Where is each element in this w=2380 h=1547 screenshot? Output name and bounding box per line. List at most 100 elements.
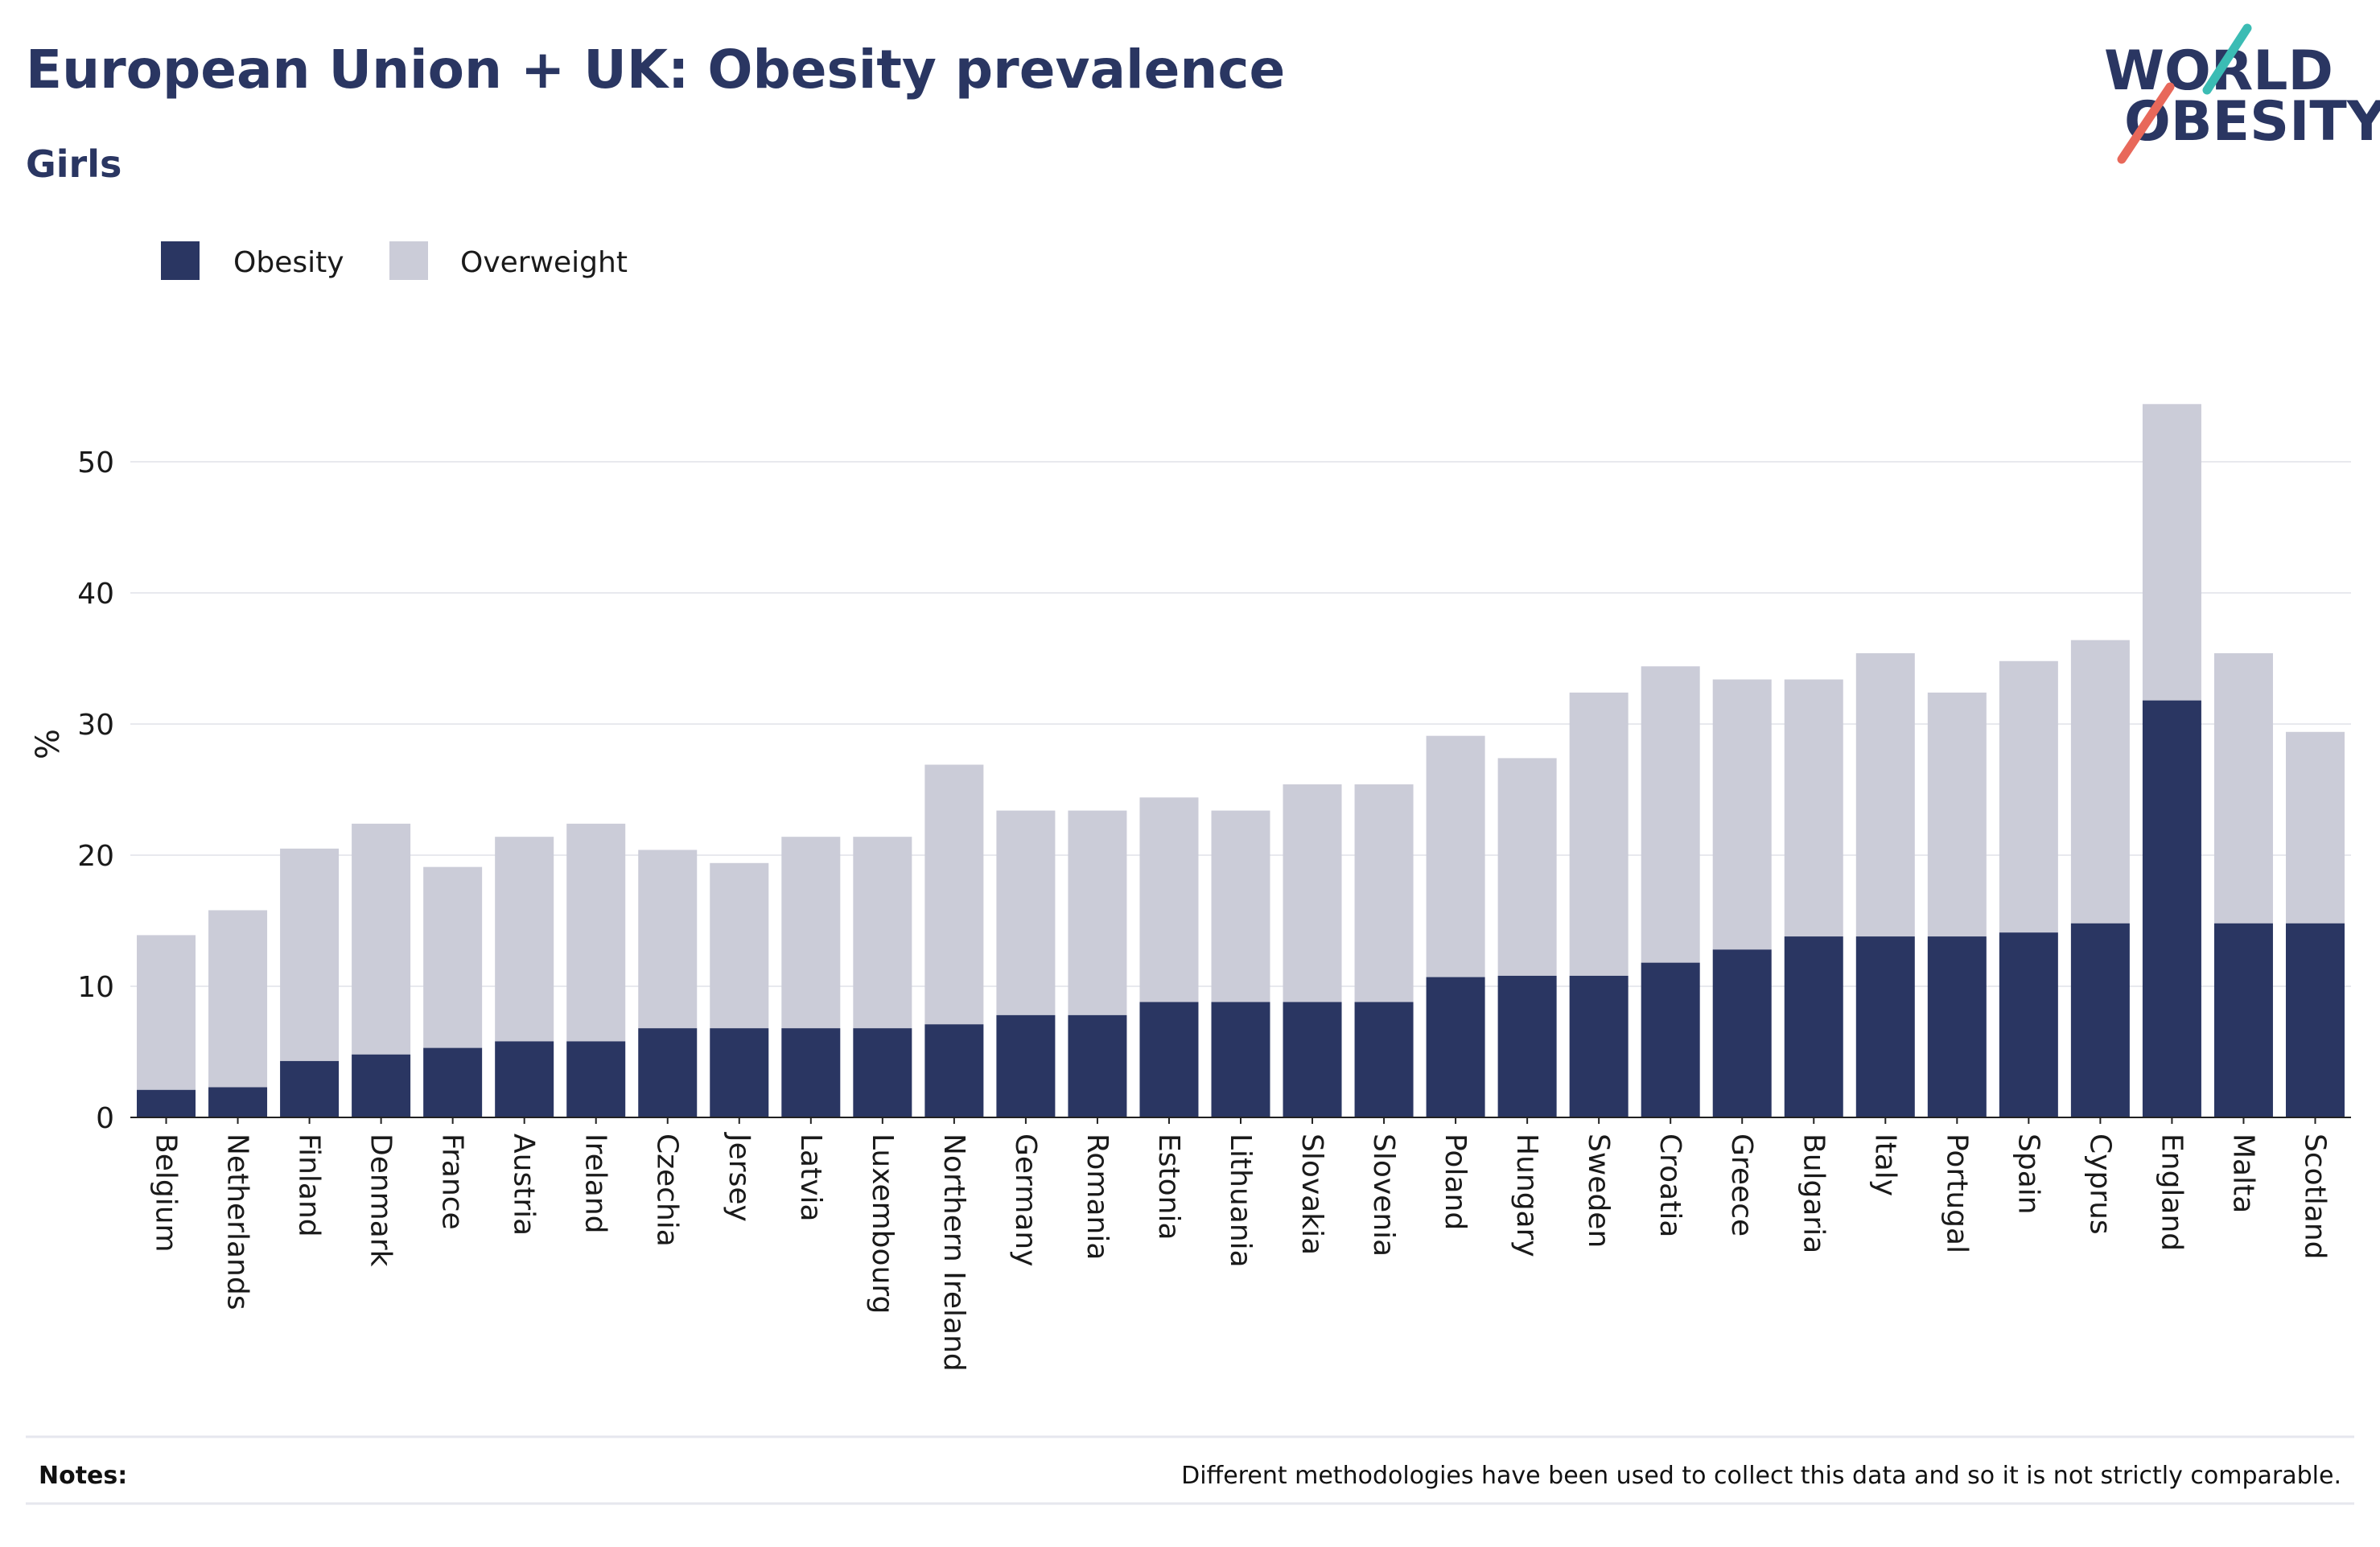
bar-overweight-czechia xyxy=(638,850,698,1029)
x-tick-label: Northern Ireland xyxy=(937,1134,970,1372)
bar-obesity-england xyxy=(2142,700,2201,1117)
bar-obesity-czechia xyxy=(638,1028,698,1117)
bar-obesity-slovenia xyxy=(1354,1002,1414,1117)
notes-text: Different methodologies have been used t… xyxy=(1181,1462,2341,1490)
bar-obesity-finland xyxy=(280,1060,340,1117)
bar-obesity-belgium xyxy=(137,1089,196,1117)
x-tick-label: Austria xyxy=(508,1134,541,1236)
bar-overweight-scotland xyxy=(2285,731,2345,924)
x-tick-label: Slovakia xyxy=(1295,1134,1328,1255)
x-tick-label: Italy xyxy=(1868,1134,1901,1196)
x-tick-label: Luxembourg xyxy=(866,1134,899,1314)
bar-obesity-croatia xyxy=(1641,962,1700,1117)
bar-obesity-latvia xyxy=(781,1028,841,1117)
x-tick-label: Belgium xyxy=(150,1134,183,1253)
bar-obesity-estonia xyxy=(1139,1002,1199,1117)
bar-obesity-jersey xyxy=(710,1028,769,1117)
x-tick-label: Spain xyxy=(2011,1134,2044,1215)
x-tick-label: Czechia xyxy=(651,1134,684,1247)
bar-obesity-portugal xyxy=(1927,936,1987,1117)
x-tick-label: Denmark xyxy=(364,1134,397,1267)
bar-overweight-greece xyxy=(1712,679,1772,950)
x-tick-label: Portugal xyxy=(1940,1134,1973,1253)
bar-overweight-luxembourg xyxy=(853,837,912,1029)
bar-overweight-finland xyxy=(280,848,340,1061)
x-tick-label: Finland xyxy=(293,1134,326,1237)
bar-obesity-slovakia xyxy=(1283,1002,1342,1117)
bar-overweight-hungary xyxy=(1497,758,1557,976)
bar-obesity-spain xyxy=(1999,932,2058,1117)
chart-subtitle: Girls xyxy=(26,142,121,186)
bar-obesity-italy xyxy=(1855,936,1915,1117)
y-tick-label: 50 xyxy=(77,446,114,479)
bar-overweight-italy xyxy=(1855,652,1915,937)
bar-overweight-romania xyxy=(1068,810,1127,1015)
bar-obesity-germany xyxy=(996,1014,1056,1117)
bar-obesity-denmark xyxy=(352,1054,411,1117)
bar-obesity-scotland xyxy=(2285,923,2345,1117)
x-tick-label: France xyxy=(436,1134,469,1230)
x-tick-label: Lithuania xyxy=(1224,1134,1257,1268)
bar-obesity-romania xyxy=(1068,1014,1127,1117)
bar-overweight-cyprus xyxy=(2070,640,2130,924)
bar-overweight-lithuania xyxy=(1211,810,1270,1002)
x-tick-label: Jersey xyxy=(723,1132,756,1222)
bar-overweight-denmark xyxy=(352,823,411,1055)
bar-overweight-spain xyxy=(1999,660,2058,933)
bar-overweight-portugal xyxy=(1927,692,1987,937)
x-tick-label: Romania xyxy=(1081,1134,1114,1260)
y-tick-label: 20 xyxy=(77,840,114,873)
x-tick-label: Germany xyxy=(1009,1134,1042,1266)
bars xyxy=(137,404,2345,1117)
bar-overweight-england xyxy=(2142,404,2201,701)
bar-overweight-poland xyxy=(1426,735,1485,977)
logo-line-2: OBESITY xyxy=(2124,90,2380,154)
chart-title: European Union + UK: Obesity prevalence xyxy=(26,39,1285,101)
bar-overweight-estonia xyxy=(1139,797,1199,1002)
x-tick-label: Bulgaria xyxy=(1797,1134,1830,1253)
logo-slash-top xyxy=(2202,23,2252,95)
bar-overweight-netherlands xyxy=(208,910,268,1088)
bar-overweight-belgium xyxy=(137,935,196,1090)
x-tick-label: Hungary xyxy=(1510,1134,1543,1257)
x-axis-labels: Belgium Netherlands Finland Denmark France Au… xyxy=(150,1117,2331,1372)
x-tick-label: Poland xyxy=(1439,1134,1472,1230)
x-tick-label: Slovenia xyxy=(1367,1134,1400,1257)
x-tick-label: Ireland xyxy=(579,1134,612,1234)
x-tick-label: Scotland xyxy=(2298,1134,2331,1260)
y-tick-label: 0 xyxy=(96,1102,114,1135)
bar-obesity-france xyxy=(423,1047,483,1117)
world-obesity-logo: WORLD OBESITY xyxy=(2104,23,2380,164)
x-tick-label: Netherlands xyxy=(221,1134,254,1310)
x-tick-label: Croatia xyxy=(1653,1134,1686,1237)
bar-obesity-cyprus xyxy=(2070,923,2130,1117)
legend-swatch-overweight xyxy=(389,241,428,280)
bar-obesity-poland xyxy=(1426,977,1485,1117)
legend: Obesity Overweight xyxy=(161,241,628,280)
bar-overweight-ireland xyxy=(566,823,626,1042)
y-axis-label: % xyxy=(30,729,67,759)
bar-overweight-latvia xyxy=(781,837,841,1029)
bar-obesity-austria xyxy=(495,1041,554,1117)
bar-obesity-luxembourg xyxy=(853,1028,912,1117)
bar-overweight-france xyxy=(423,866,483,1048)
x-tick-label: England xyxy=(2155,1134,2188,1251)
bar-obesity-netherlands xyxy=(208,1087,268,1117)
bar-obesity-greece xyxy=(1712,949,1772,1117)
bar-overweight-germany xyxy=(996,810,1056,1015)
bar-overweight-croatia xyxy=(1641,666,1700,963)
y-axis-ticks: 0 10 20 30 40 50 xyxy=(77,446,114,1135)
bar-obesity-hungary xyxy=(1497,975,1557,1117)
bar-overweight-slovenia xyxy=(1354,784,1414,1002)
bar-obesity-bulgaria xyxy=(1784,936,1843,1117)
bar-overweight-malta xyxy=(2213,652,2273,924)
notes-label: Notes: xyxy=(39,1462,127,1490)
bar-obesity-malta xyxy=(2213,923,2273,1117)
legend-label-obesity: Obesity xyxy=(233,246,344,279)
bar-overweight-northern-ireland xyxy=(924,764,984,1025)
x-tick-label: Latvia xyxy=(794,1134,827,1222)
y-tick-label: 10 xyxy=(77,971,114,1004)
legend-swatch-obesity xyxy=(161,241,200,280)
bar-obesity-ireland xyxy=(566,1041,626,1117)
